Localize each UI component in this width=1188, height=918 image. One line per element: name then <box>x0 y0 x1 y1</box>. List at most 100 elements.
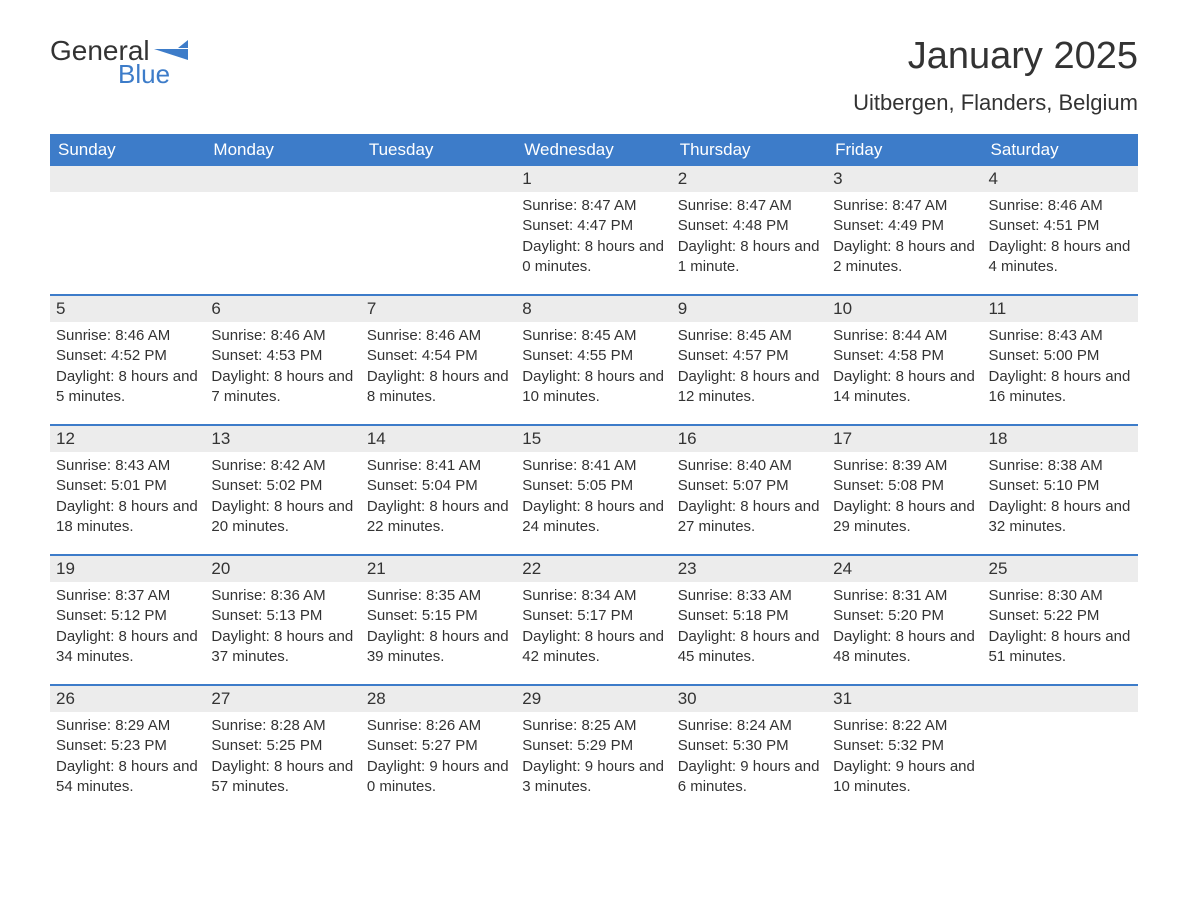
sunset-text: Sunset: 4:57 PM <box>678 346 821 366</box>
day-number: 26 <box>50 686 205 712</box>
daylight-text: Daylight: 8 hours and 29 minutes. <box>833 497 976 538</box>
day-cell: 1Sunrise: 8:47 AMSunset: 4:47 PMDaylight… <box>516 166 671 294</box>
day-details: Sunrise: 8:26 AMSunset: 5:27 PMDaylight:… <box>361 712 516 811</box>
sunrise-text: Sunrise: 8:45 AM <box>678 326 821 346</box>
day-details: Sunrise: 8:43 AMSunset: 5:00 PMDaylight:… <box>983 322 1138 421</box>
day-details: Sunrise: 8:47 AMSunset: 4:48 PMDaylight:… <box>672 192 827 291</box>
day-number <box>983 686 1138 712</box>
day-number: 27 <box>205 686 360 712</box>
day-header-monday: Monday <box>205 134 360 166</box>
day-cell: 25Sunrise: 8:30 AMSunset: 5:22 PMDayligh… <box>983 556 1138 684</box>
daylight-text: Daylight: 8 hours and 37 minutes. <box>211 627 354 668</box>
sunrise-text: Sunrise: 8:36 AM <box>211 586 354 606</box>
sunset-text: Sunset: 5:25 PM <box>211 736 354 756</box>
day-number: 12 <box>50 426 205 452</box>
day-number: 17 <box>827 426 982 452</box>
day-cell: 19Sunrise: 8:37 AMSunset: 5:12 PMDayligh… <box>50 556 205 684</box>
sunset-text: Sunset: 4:51 PM <box>989 216 1132 236</box>
day-cell: 22Sunrise: 8:34 AMSunset: 5:17 PMDayligh… <box>516 556 671 684</box>
day-number: 3 <box>827 166 982 192</box>
sunrise-text: Sunrise: 8:28 AM <box>211 716 354 736</box>
sunrise-text: Sunrise: 8:43 AM <box>989 326 1132 346</box>
day-number: 7 <box>361 296 516 322</box>
day-details: Sunrise: 8:29 AMSunset: 5:23 PMDaylight:… <box>50 712 205 811</box>
sunset-text: Sunset: 4:47 PM <box>522 216 665 236</box>
sunrise-text: Sunrise: 8:22 AM <box>833 716 976 736</box>
daylight-text: Daylight: 8 hours and 8 minutes. <box>367 367 510 408</box>
day-details: Sunrise: 8:28 AMSunset: 5:25 PMDaylight:… <box>205 712 360 811</box>
day-cell: 5Sunrise: 8:46 AMSunset: 4:52 PMDaylight… <box>50 296 205 424</box>
daylight-text: Daylight: 8 hours and 57 minutes. <box>211 757 354 798</box>
weeks-container: 1Sunrise: 8:47 AMSunset: 4:47 PMDaylight… <box>50 166 1138 814</box>
day-details: Sunrise: 8:46 AMSunset: 4:52 PMDaylight:… <box>50 322 205 421</box>
day-number: 16 <box>672 426 827 452</box>
sunrise-text: Sunrise: 8:39 AM <box>833 456 976 476</box>
day-header-sunday: Sunday <box>50 134 205 166</box>
day-cell: 21Sunrise: 8:35 AMSunset: 5:15 PMDayligh… <box>361 556 516 684</box>
day-number: 20 <box>205 556 360 582</box>
day-details: Sunrise: 8:45 AMSunset: 4:57 PMDaylight:… <box>672 322 827 421</box>
sunset-text: Sunset: 4:53 PM <box>211 346 354 366</box>
daylight-text: Daylight: 8 hours and 1 minute. <box>678 237 821 278</box>
day-cell: 17Sunrise: 8:39 AMSunset: 5:08 PMDayligh… <box>827 426 982 554</box>
daylight-text: Daylight: 8 hours and 42 minutes. <box>522 627 665 668</box>
day-number: 6 <box>205 296 360 322</box>
daylight-text: Daylight: 8 hours and 14 minutes. <box>833 367 976 408</box>
day-header-friday: Friday <box>827 134 982 166</box>
month-title: January 2025 <box>853 35 1138 78</box>
daylight-text: Daylight: 8 hours and 34 minutes. <box>56 627 199 668</box>
day-cell: 9Sunrise: 8:45 AMSunset: 4:57 PMDaylight… <box>672 296 827 424</box>
daylight-text: Daylight: 8 hours and 12 minutes. <box>678 367 821 408</box>
day-number <box>50 166 205 192</box>
day-header-saturday: Saturday <box>983 134 1138 166</box>
sunrise-text: Sunrise: 8:47 AM <box>833 196 976 216</box>
day-number: 29 <box>516 686 671 712</box>
daylight-text: Daylight: 8 hours and 20 minutes. <box>211 497 354 538</box>
day-cell: 14Sunrise: 8:41 AMSunset: 5:04 PMDayligh… <box>361 426 516 554</box>
sunset-text: Sunset: 4:58 PM <box>833 346 976 366</box>
day-number: 23 <box>672 556 827 582</box>
daylight-text: Daylight: 8 hours and 45 minutes. <box>678 627 821 668</box>
day-details: Sunrise: 8:24 AMSunset: 5:30 PMDaylight:… <box>672 712 827 811</box>
daylight-text: Daylight: 8 hours and 51 minutes. <box>989 627 1132 668</box>
day-number: 2 <box>672 166 827 192</box>
sunset-text: Sunset: 5:27 PM <box>367 736 510 756</box>
sunset-text: Sunset: 5:15 PM <box>367 606 510 626</box>
day-details: Sunrise: 8:46 AMSunset: 4:51 PMDaylight:… <box>983 192 1138 291</box>
sunset-text: Sunset: 4:55 PM <box>522 346 665 366</box>
sunset-text: Sunset: 5:02 PM <box>211 476 354 496</box>
week-row: 1Sunrise: 8:47 AMSunset: 4:47 PMDaylight… <box>50 166 1138 294</box>
day-cell: 8Sunrise: 8:45 AMSunset: 4:55 PMDaylight… <box>516 296 671 424</box>
day-cell: 30Sunrise: 8:24 AMSunset: 5:30 PMDayligh… <box>672 686 827 814</box>
sunrise-text: Sunrise: 8:37 AM <box>56 586 199 606</box>
daylight-text: Daylight: 9 hours and 3 minutes. <box>522 757 665 798</box>
week-row: 26Sunrise: 8:29 AMSunset: 5:23 PMDayligh… <box>50 684 1138 814</box>
logo-text-blue: Blue <box>118 59 188 90</box>
day-number: 31 <box>827 686 982 712</box>
location-text: Uitbergen, Flanders, Belgium <box>853 90 1138 116</box>
day-number: 14 <box>361 426 516 452</box>
sunset-text: Sunset: 5:13 PM <box>211 606 354 626</box>
sunset-text: Sunset: 5:20 PM <box>833 606 976 626</box>
sunset-text: Sunset: 5:32 PM <box>833 736 976 756</box>
day-number: 9 <box>672 296 827 322</box>
day-number: 30 <box>672 686 827 712</box>
sunrise-text: Sunrise: 8:44 AM <box>833 326 976 346</box>
sunset-text: Sunset: 5:18 PM <box>678 606 821 626</box>
sunset-text: Sunset: 5:05 PM <box>522 476 665 496</box>
calendar: Sunday Monday Tuesday Wednesday Thursday… <box>50 134 1138 814</box>
daylight-text: Daylight: 8 hours and 0 minutes. <box>522 237 665 278</box>
day-cell: 2Sunrise: 8:47 AMSunset: 4:48 PMDaylight… <box>672 166 827 294</box>
daylight-text: Daylight: 8 hours and 54 minutes. <box>56 757 199 798</box>
sunset-text: Sunset: 5:01 PM <box>56 476 199 496</box>
daylight-text: Daylight: 8 hours and 18 minutes. <box>56 497 199 538</box>
sunrise-text: Sunrise: 8:38 AM <box>989 456 1132 476</box>
day-number: 15 <box>516 426 671 452</box>
daylight-text: Daylight: 8 hours and 10 minutes. <box>522 367 665 408</box>
day-details: Sunrise: 8:35 AMSunset: 5:15 PMDaylight:… <box>361 582 516 681</box>
daylight-text: Daylight: 8 hours and 16 minutes. <box>989 367 1132 408</box>
day-details: Sunrise: 8:45 AMSunset: 4:55 PMDaylight:… <box>516 322 671 421</box>
daylight-text: Daylight: 8 hours and 22 minutes. <box>367 497 510 538</box>
sunrise-text: Sunrise: 8:46 AM <box>211 326 354 346</box>
day-cell: 15Sunrise: 8:41 AMSunset: 5:05 PMDayligh… <box>516 426 671 554</box>
